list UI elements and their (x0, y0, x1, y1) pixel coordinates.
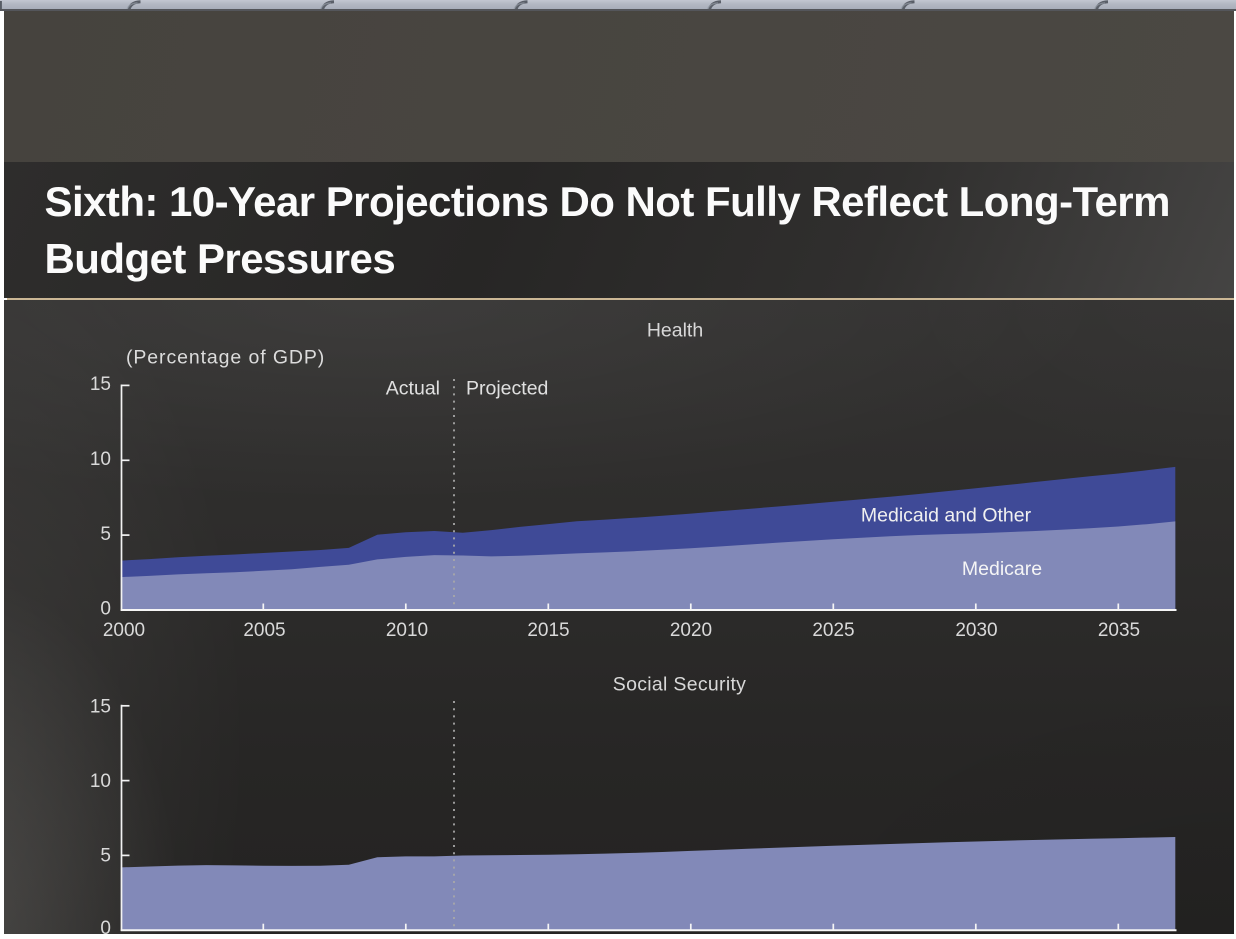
svg-text:2025: 2025 (812, 620, 854, 641)
svg-text:2005: 2005 (243, 620, 285, 641)
svg-text:0: 0 (100, 599, 111, 620)
svg-text:Health: Health (647, 320, 703, 342)
svg-text:(Percentage of GDP): (Percentage of GDP) (126, 347, 325, 369)
svg-text:Projected: Projected (466, 378, 548, 400)
svg-text:15: 15 (90, 697, 111, 718)
svg-text:Medicare: Medicare (962, 558, 1042, 580)
svg-text:2010: 2010 (386, 620, 428, 641)
svg-text:2000: 2000 (103, 620, 145, 641)
svg-text:0: 0 (100, 918, 111, 939)
svg-text:Actual: Actual (386, 378, 440, 400)
svg-text:15: 15 (90, 374, 111, 395)
svg-text:2035: 2035 (1098, 620, 1140, 641)
svg-text:2015: 2015 (527, 620, 569, 641)
svg-text:10: 10 (90, 771, 111, 792)
svg-text:5: 5 (100, 524, 111, 545)
svg-text:5: 5 (100, 846, 111, 867)
svg-text:2020: 2020 (670, 620, 712, 641)
svg-text:Social Security: Social Security (613, 674, 746, 696)
svg-text:2030: 2030 (955, 620, 997, 641)
svg-text:10: 10 (90, 449, 111, 470)
svg-text:Medicaid and Other: Medicaid and Other (861, 505, 1032, 527)
